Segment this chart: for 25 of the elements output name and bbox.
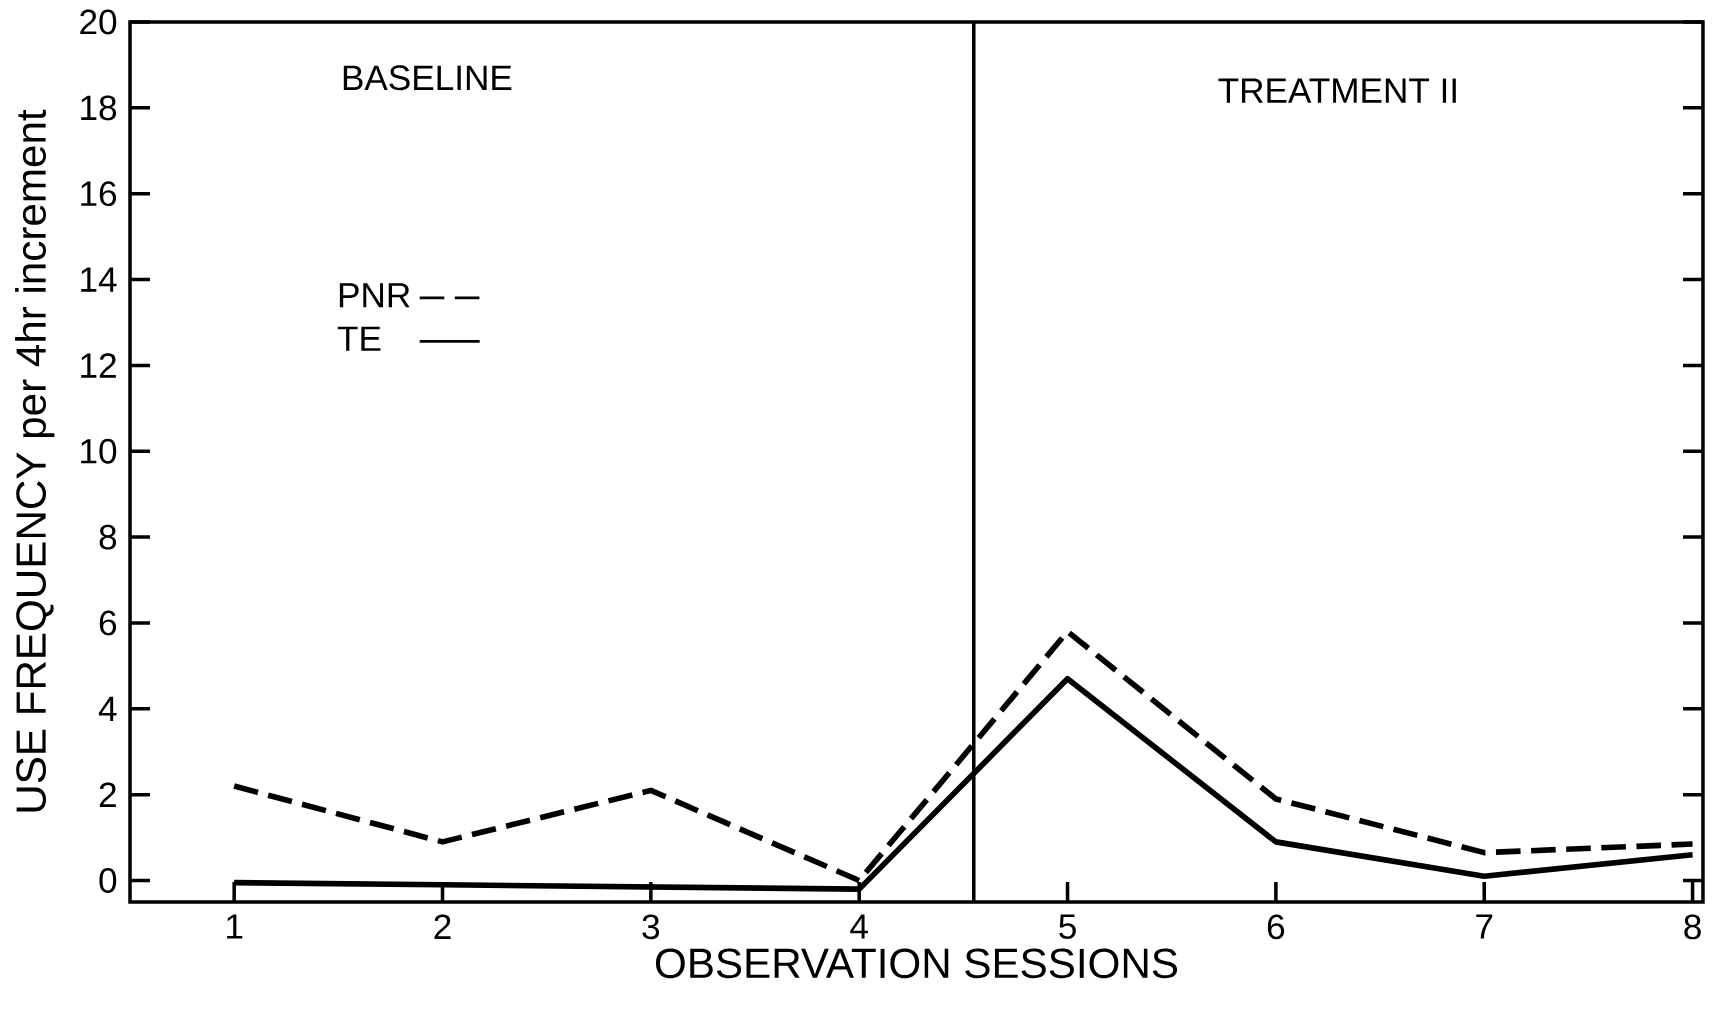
legend-label: PNR bbox=[339, 283, 410, 308]
y-tick-label: 10 bbox=[81, 438, 117, 464]
x-axis-title: OBSERVATION SESSIONS bbox=[655, 948, 1178, 979]
annotation: BASELINE bbox=[343, 65, 512, 91]
legend-label: TE bbox=[337, 326, 381, 351]
x-tick-label: 3 bbox=[642, 914, 660, 940]
annotation: TREATMENT II bbox=[1218, 78, 1456, 103]
y-tick-label: 0 bbox=[99, 868, 117, 893]
y-tick-label: 6 bbox=[99, 610, 117, 636]
x-tick-label: 8 bbox=[1684, 914, 1701, 940]
x-tick-label: 7 bbox=[1476, 914, 1493, 939]
y-tick-label: 20 bbox=[80, 9, 117, 35]
y-tick-label: 8 bbox=[99, 524, 117, 550]
x-tick-label: 4 bbox=[850, 914, 868, 939]
y-tick-label: 4 bbox=[98, 696, 117, 721]
y-tick-label: 16 bbox=[81, 181, 117, 207]
y-tick-label: 18 bbox=[81, 95, 117, 121]
y-tick-label: 2 bbox=[99, 782, 116, 807]
x-tick-label: 2 bbox=[434, 914, 451, 939]
y-axis-title: USE FREQUENCY per 4hr increment bbox=[15, 109, 55, 812]
x-tick-label: 6 bbox=[1267, 914, 1285, 940]
y-tick-label: 14 bbox=[81, 267, 117, 292]
y-tick-label: 12 bbox=[81, 353, 116, 378]
x-tick-label: 1 bbox=[227, 914, 243, 939]
x-tick-label: 5 bbox=[1059, 914, 1076, 939]
